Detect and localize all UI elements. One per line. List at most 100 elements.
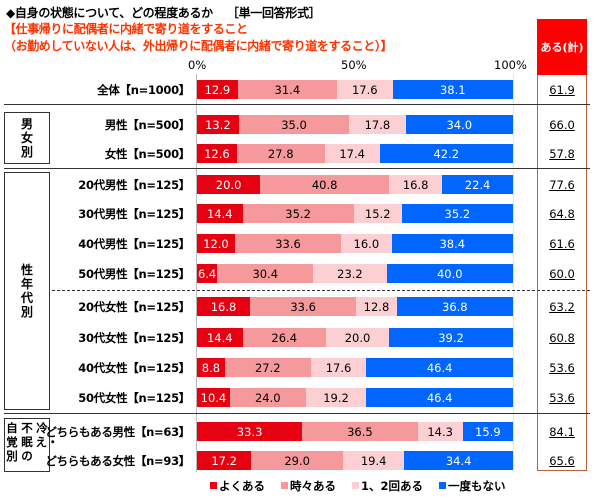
bar-segment: 14.4	[197, 204, 243, 223]
total-value: 84.1	[549, 425, 575, 439]
bar-segment: 6.4	[197, 264, 218, 283]
legend-label: よくある	[219, 479, 265, 493]
bar-segment: 14.4	[197, 328, 243, 347]
row-label: 30代女性【n=125】	[78, 331, 190, 345]
group-age-gender-label: 性年代別	[20, 263, 33, 319]
row-label: 20代女性【n=125】	[78, 300, 190, 314]
subtitle-line-1: 【仕事帰りに配偶者に内緒で寄り道をすること	[4, 22, 248, 36]
bar-segment: 40.0	[386, 264, 513, 283]
bar-segment: 20.0	[197, 175, 261, 194]
total-column	[537, 75, 587, 471]
bar-segment: 38.1	[392, 80, 513, 99]
stacked-bar: 17.2 29.0 19.4 34.4	[197, 451, 513, 470]
bar-segment: 46.4	[366, 358, 513, 377]
row-label: 50代男性【n=125】	[78, 267, 190, 281]
chart-title: ◆自身の状態について、どの程度あるか ［単一回答形式］	[6, 4, 321, 21]
stacked-bar: 8.8 27.2 17.6 46.4	[197, 358, 513, 377]
bar-segment: 35.2	[242, 204, 354, 223]
separator-line	[4, 413, 590, 414]
total-value: 77.6	[549, 178, 575, 192]
row-label: 40代女性【n=125】	[78, 361, 190, 375]
total-value: 61.6	[549, 237, 575, 251]
total-header: ある(計)	[537, 19, 587, 75]
separator-line	[4, 104, 590, 105]
group-sleep-col-2: 不眠の	[21, 421, 33, 463]
total-value: 57.8	[549, 147, 575, 161]
row-label: 20代男性【n=125】	[78, 178, 190, 192]
row-label: 40代男性【n=125】	[78, 237, 190, 251]
bar-segment: 15.2	[353, 204, 402, 223]
bar-segment: 14.3	[417, 422, 463, 441]
bar-segment: 19.2	[305, 388, 367, 407]
row-label: 男性【n=500】	[104, 118, 190, 132]
bar-segment: 15.9	[462, 422, 513, 441]
stacked-bar: 13.2 35.0 17.8 34.0	[197, 115, 513, 134]
title-text: ◆自身の状態について、どの程度あるか	[6, 6, 213, 20]
dashed-separator	[52, 290, 590, 291]
row-label: どちらもある女性【n=93】	[45, 454, 190, 468]
bar-segment: 12.6	[197, 144, 237, 163]
subtitle-line-2: （お勤めしていない人は、外出帰りに配偶者に内緒で寄り道をすること）】	[4, 39, 393, 53]
legend: よくある 時々ある 1、2回ある 一度もない	[210, 478, 506, 494]
total-value: 60.8	[549, 331, 575, 345]
legend-item-never: 一度もない	[439, 478, 506, 494]
bar-segment: 46.4	[366, 388, 513, 407]
stacked-bar: 33.3 36.5 14.3 15.9	[197, 422, 513, 441]
bar-segment: 16.8	[389, 175, 443, 194]
bar-segment: 17.2	[197, 451, 252, 470]
bar-segment: 35.0	[238, 115, 350, 134]
bar-segment: 12.8	[356, 297, 397, 316]
group-sleep-col-1: 自覚別	[6, 421, 18, 463]
stacked-bar: 6.4 30.4 23.2 40.0	[197, 264, 513, 283]
bar-segment: 16.0	[341, 234, 392, 253]
total-value: 66.0	[549, 118, 575, 132]
row-label: 全体【n=1000】	[97, 83, 190, 97]
bar-segment: 33.6	[234, 234, 342, 253]
legend-label: 時々ある	[290, 479, 336, 493]
bar-segment: 12.0	[197, 234, 235, 253]
legend-label: 一度もない	[448, 479, 506, 493]
x-tick-100: 100%	[494, 58, 527, 72]
bar-segment: 27.2	[224, 358, 311, 377]
bar-segment: 17.6	[310, 358, 367, 377]
legend-label: 1、2回ある	[361, 479, 424, 493]
bar-segment: 17.4	[324, 144, 380, 163]
bar-segment: 34.4	[404, 451, 513, 470]
group-gender-label: 男女別	[20, 117, 33, 159]
bar-segment: 30.4	[217, 264, 314, 283]
legend-item-often: よくある	[210, 478, 265, 494]
stacked-bar: 10.4 24.0 19.2 46.4	[197, 388, 513, 407]
bar-segment: 22.4	[442, 175, 513, 194]
bar-segment: 29.0	[251, 451, 343, 470]
row-label: 30代男性【n=125】	[78, 207, 190, 221]
stacked-bar: 14.4 26.4 20.0 39.2	[197, 328, 513, 347]
total-value: 53.6	[549, 361, 575, 375]
row-label: 女性【n=500】	[104, 147, 190, 161]
group-age-gender: 性年代別	[4, 172, 50, 410]
bar-segment: 33.3	[197, 422, 303, 441]
stacked-bar: 14.4 35.2 15.2 35.2	[197, 204, 513, 223]
bar-segment: 24.0	[229, 388, 306, 407]
group-sleep-cold: 冷え・ 不眠の 自覚別	[4, 418, 59, 472]
bar-segment: 10.4	[197, 388, 230, 407]
bar-segment: 40.8	[260, 175, 390, 194]
legend-item-sometimes: 時々ある	[281, 478, 336, 494]
bar-segment: 39.2	[389, 328, 513, 347]
square-icon	[352, 482, 359, 489]
bar-segment: 23.2	[313, 264, 387, 283]
bar-segment: 8.8	[197, 358, 225, 377]
bar-segment: 12.9	[197, 80, 238, 99]
stacked-bar: 20.0 40.8 16.8 22.4	[197, 175, 513, 194]
bar-segment: 31.4	[237, 80, 337, 99]
total-value: 53.6	[549, 391, 575, 405]
total-value: 63.2	[549, 300, 575, 314]
square-icon	[281, 482, 288, 489]
bar-segment: 26.4	[242, 328, 326, 347]
stacked-bar: 12.9 31.4 17.6 38.1	[197, 80, 513, 99]
bar-segment: 34.0	[405, 115, 513, 134]
square-icon	[439, 482, 447, 489]
group-gender: 男女別	[4, 112, 50, 164]
bar-segment: 35.2	[401, 204, 513, 223]
total-value: 61.9	[549, 83, 575, 97]
total-value: 64.8	[549, 207, 575, 221]
